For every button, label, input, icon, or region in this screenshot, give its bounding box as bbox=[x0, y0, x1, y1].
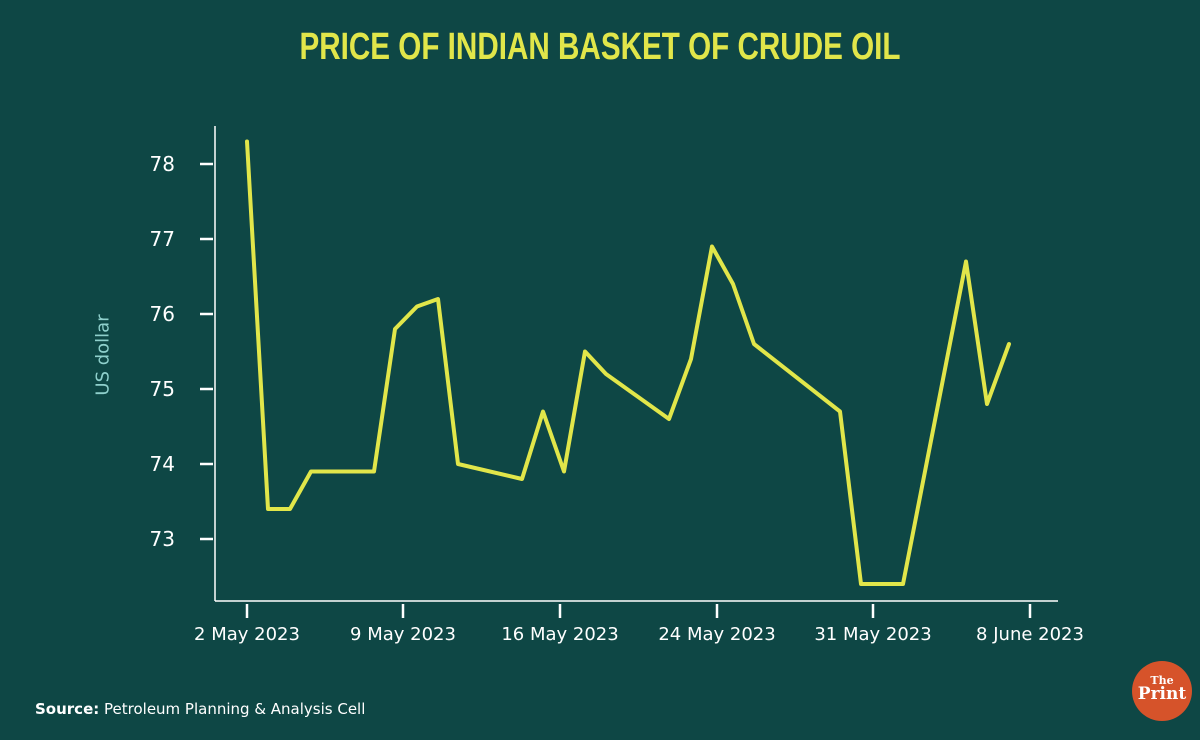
y-tick-label: 73 bbox=[149, 527, 175, 551]
price-line bbox=[245, 139, 1011, 586]
y-tick-label: 74 bbox=[149, 452, 175, 476]
y-tick-label: 75 bbox=[149, 377, 175, 401]
chart-title: PRICE OF INDIAN BASKET OF CRUDE OIL bbox=[299, 26, 901, 68]
axes bbox=[200, 126, 1058, 618]
x-tick-label: 9 May 2023 bbox=[350, 624, 456, 645]
x-tick-label: 2 May 2023 bbox=[194, 624, 300, 645]
y-tick-label: 77 bbox=[149, 227, 175, 251]
x-tick-label: 24 May 2023 bbox=[658, 624, 776, 645]
logo-line1: The bbox=[1150, 674, 1174, 687]
logo-line2: Print bbox=[1137, 684, 1187, 704]
source-text: Petroleum Planning & Analysis Cell bbox=[99, 700, 366, 718]
x-tick-label: 8 June 2023 bbox=[976, 624, 1084, 645]
x-tick-label: 16 May 2023 bbox=[501, 624, 619, 645]
source-label: Source: bbox=[35, 700, 100, 718]
y-tick-label: 76 bbox=[149, 302, 175, 326]
x-tick-label: 31 May 2023 bbox=[814, 624, 932, 645]
y-tick-label: 78 bbox=[149, 152, 175, 176]
theprint-logo: The Print bbox=[1132, 661, 1192, 721]
source-note: Source: Petroleum Planning & Analysis Ce… bbox=[35, 700, 365, 718]
